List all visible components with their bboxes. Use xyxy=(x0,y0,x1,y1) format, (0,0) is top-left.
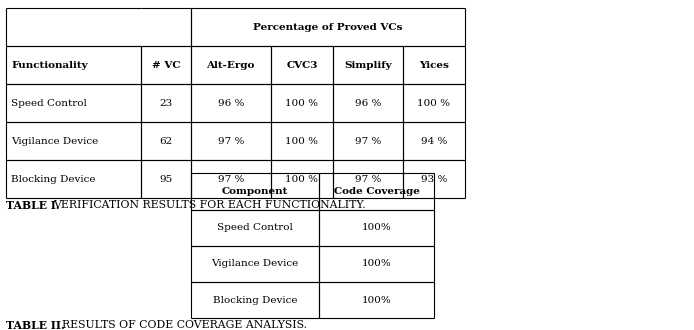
Bar xyxy=(141,46,191,84)
Text: TABLE II.: TABLE II. xyxy=(6,320,65,330)
Bar xyxy=(191,210,319,246)
Text: VERIFICATION RESULTS FOR EACH FUNCTIONALITY.: VERIFICATION RESULTS FOR EACH FUNCTIONAL… xyxy=(53,200,365,210)
Bar xyxy=(319,210,434,246)
Bar xyxy=(141,122,191,160)
Bar xyxy=(271,122,333,160)
Text: 96 %: 96 % xyxy=(217,99,244,108)
Bar xyxy=(141,160,191,198)
Bar xyxy=(333,46,403,84)
Bar xyxy=(6,46,141,84)
Bar xyxy=(191,122,271,160)
Bar xyxy=(191,173,319,210)
Text: Percentage of Proved VCs: Percentage of Proved VCs xyxy=(253,23,403,32)
Bar xyxy=(319,282,434,318)
Text: # VC: # VC xyxy=(151,61,180,70)
Bar xyxy=(403,84,465,122)
Text: 100 %: 100 % xyxy=(285,175,319,183)
Text: Blocking Device: Blocking Device xyxy=(11,175,96,183)
Text: RESULTS OF CODE COVERAGE ANALYSIS.: RESULTS OF CODE COVERAGE ANALYSIS. xyxy=(62,320,307,330)
Bar xyxy=(191,246,319,282)
Bar xyxy=(6,84,141,122)
Text: 100%: 100% xyxy=(362,296,391,305)
Bar xyxy=(333,122,403,160)
Text: 62: 62 xyxy=(159,137,173,146)
Text: Speed Control: Speed Control xyxy=(217,223,293,232)
Text: TABLE I.: TABLE I. xyxy=(6,200,59,211)
Text: 97 %: 97 % xyxy=(355,137,381,146)
Bar xyxy=(191,160,271,198)
Text: 93 %: 93 % xyxy=(421,175,447,183)
Text: Yices: Yices xyxy=(418,61,449,70)
Bar xyxy=(191,84,271,122)
Text: 95: 95 xyxy=(159,175,173,183)
Bar xyxy=(333,84,403,122)
Text: 96 %: 96 % xyxy=(355,99,381,108)
Text: 100 %: 100 % xyxy=(285,99,319,108)
Text: 94 %: 94 % xyxy=(421,137,447,146)
Bar xyxy=(403,160,465,198)
Bar xyxy=(333,160,403,198)
Text: Blocking Device: Blocking Device xyxy=(213,296,297,305)
Bar xyxy=(319,246,434,282)
Bar xyxy=(141,84,191,122)
Bar xyxy=(191,282,319,318)
Text: 97 %: 97 % xyxy=(355,175,381,183)
Bar xyxy=(403,46,465,84)
Bar xyxy=(191,8,465,46)
Text: Code Coverage: Code Coverage xyxy=(334,187,419,196)
Bar xyxy=(141,8,191,46)
Bar xyxy=(191,46,271,84)
Text: CVC3: CVC3 xyxy=(286,61,318,70)
Bar xyxy=(6,122,141,160)
Bar xyxy=(271,46,333,84)
Text: 100 %: 100 % xyxy=(417,99,450,108)
Text: 100%: 100% xyxy=(362,223,391,232)
Text: Vigilance Device: Vigilance Device xyxy=(11,137,99,146)
Text: 100 %: 100 % xyxy=(285,137,319,146)
Text: 100%: 100% xyxy=(362,259,391,269)
Bar xyxy=(271,84,333,122)
Text: 97 %: 97 % xyxy=(217,175,244,183)
Bar xyxy=(6,8,141,46)
Text: Simplify: Simplify xyxy=(344,61,391,70)
Text: Vigilance Device: Vigilance Device xyxy=(212,259,298,269)
Bar xyxy=(6,160,141,198)
Text: Speed Control: Speed Control xyxy=(11,99,87,108)
Text: 97 %: 97 % xyxy=(217,137,244,146)
Text: 23: 23 xyxy=(159,99,173,108)
Text: Alt-Ergo: Alt-Ergo xyxy=(207,61,255,70)
Bar xyxy=(319,173,434,210)
Bar xyxy=(403,122,465,160)
Text: Functionality: Functionality xyxy=(11,61,87,70)
Bar xyxy=(271,160,333,198)
Text: Component: Component xyxy=(222,187,288,196)
